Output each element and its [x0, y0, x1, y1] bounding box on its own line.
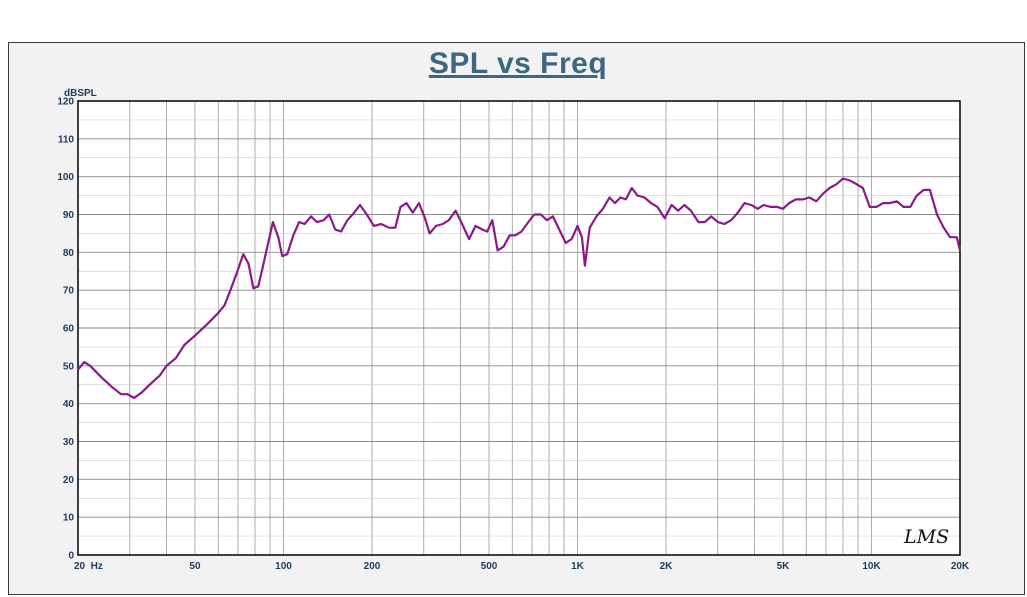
y-tick-label: 20 — [63, 475, 75, 486]
x-tick-label: 50 — [189, 561, 201, 572]
x-tick-label: 2K — [660, 561, 674, 572]
x-tick-label: 500 — [481, 561, 498, 572]
y-tick-label: 80 — [63, 248, 75, 259]
plot-border — [77, 100, 961, 556]
y-tick-label: 120 — [57, 97, 74, 108]
y-tick-label: 50 — [63, 361, 75, 372]
chart-title: SPL vs Freq — [428, 47, 608, 80]
x-tick-label: 100 — [275, 561, 292, 572]
series-line — [77, 177, 962, 400]
y-tick-label: 60 — [63, 324, 75, 335]
y-tick-label: 0 — [68, 551, 74, 562]
y-tick-label: 90 — [63, 210, 75, 221]
lms-logo: LMS — [903, 526, 949, 548]
x-tick-label: 10K — [862, 561, 881, 572]
x-tick-label: 20 Hz — [74, 561, 103, 572]
y-tick-label: 110 — [58, 134, 75, 145]
y-tick-label: 100 — [57, 172, 74, 183]
x-tick-label: 1K — [571, 561, 585, 572]
grid-lines — [78, 101, 960, 555]
y-tick-label: 70 — [63, 286, 75, 297]
x-tick-label: 5K — [777, 561, 791, 572]
y-tick-label: 30 — [63, 437, 75, 448]
y-tick-label: 10 — [63, 513, 75, 524]
y-axis-label: dBSPL — [64, 88, 97, 99]
x-tick-labels: 20 Hz 50 100 200 500 1K 2K 5K 10K 20K — [74, 561, 970, 572]
x-tick-label: 200 — [364, 561, 381, 572]
y-tick-labels: 0 10 20 30 40 50 60 70 80 90 100 110 120 — [57, 97, 74, 562]
y-tick-label: 40 — [63, 399, 75, 410]
x-tick-label: 20K — [951, 561, 970, 572]
